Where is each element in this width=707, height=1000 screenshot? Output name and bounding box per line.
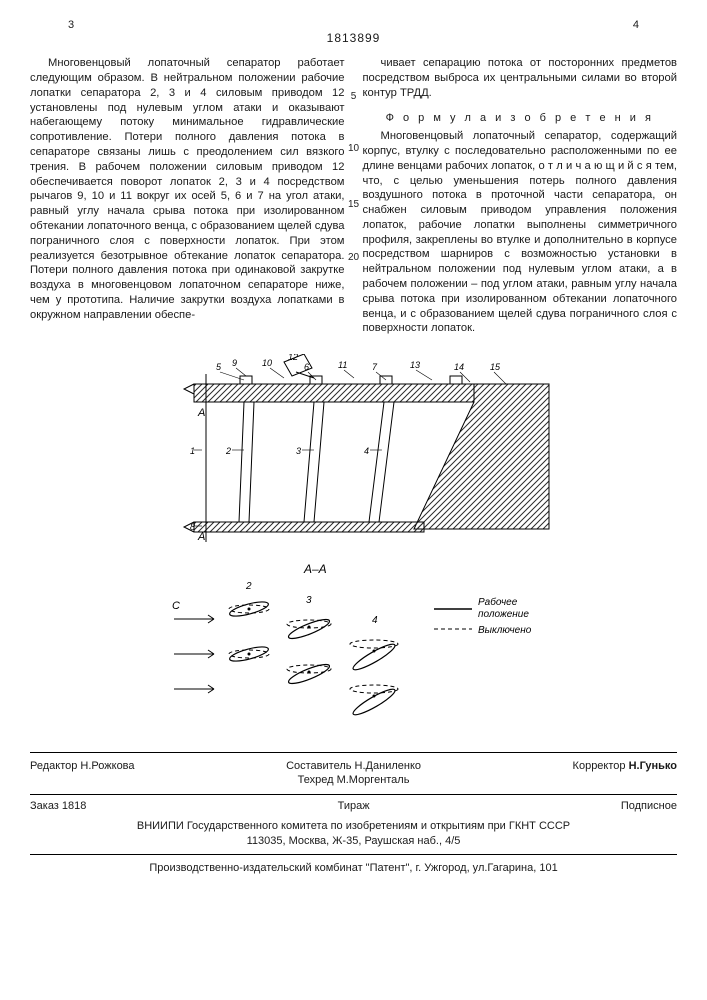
footer-text: Производственно-издательский комбинат "П… <box>149 862 557 874</box>
footer: Производственно-издательский комбинат "П… <box>30 855 677 876</box>
page-number-right: 4 <box>633 18 639 33</box>
compiler-name: Н.Даниленко <box>355 760 421 772</box>
patent-page: 3 4 1813899 5 10 15 20 Многовенцовый лоп… <box>0 0 707 1000</box>
editor-name: Н.Рожкова <box>80 760 134 772</box>
figure-1: A A 5 9 10 12 6 11 7 13 14 15 1 2 3 <box>154 354 554 549</box>
svg-text:С: С <box>172 600 180 612</box>
corrector-label: Корректор <box>573 760 626 772</box>
tirazh-label: Тираж <box>338 799 370 814</box>
section-title: А–А <box>303 562 327 576</box>
svg-text:13: 13 <box>410 360 420 370</box>
credits-block: Редактор Н.Рожкова Составитель Н.Данилен… <box>30 752 677 795</box>
section-A-bottom: A <box>197 531 205 543</box>
left-column: Многовенцовый лопаточный сепаратор работ… <box>30 56 345 336</box>
svg-text:3: 3 <box>296 446 301 456</box>
section-A-left: A <box>197 407 205 419</box>
svg-text:10: 10 <box>262 358 272 368</box>
svg-text:1: 1 <box>190 446 195 456</box>
figure-2: А–А С <box>154 559 554 734</box>
tech-name: М.Моргенталь <box>337 774 410 786</box>
svg-text:3: 3 <box>306 595 312 606</box>
svg-text:9: 9 <box>232 358 237 368</box>
svg-text:7: 7 <box>372 362 378 372</box>
svg-text:2: 2 <box>245 581 252 592</box>
right-paragraph-2: Многовенцовый лопаточный сепаратор, соде… <box>363 129 678 336</box>
editor-label: Редактор <box>30 760 77 772</box>
credits-middle: Составитель Н.Даниленко Техред М.Моргент… <box>286 759 421 788</box>
legend-solid-2: положение <box>478 609 529 620</box>
corrector: Корректор Н.Гунько <box>573 759 677 788</box>
line-marker-20: 20 <box>348 251 359 264</box>
legend-solid-1: Рабочее <box>478 596 518 608</box>
document-number: 1813899 <box>30 31 677 47</box>
subscription-label: Подписное <box>621 799 677 814</box>
order-label: Заказ <box>30 800 59 812</box>
left-paragraph-1: Многовенцовый лопаточный сепаратор работ… <box>30 56 345 322</box>
svg-text:14: 14 <box>454 362 464 372</box>
org-line-2: 113035, Москва, Ж-35, Раушская наб., 4/5 <box>30 834 677 849</box>
svg-text:12: 12 <box>288 354 298 362</box>
svg-text:6: 6 <box>304 362 309 372</box>
compiler-label: Составитель <box>286 760 351 772</box>
legend-dashed: Выключено <box>478 625 532 636</box>
right-column: чивает сепарацию потока от посторонних п… <box>363 56 678 336</box>
order-row: Заказ 1818 Тираж Подписное <box>30 795 677 818</box>
svg-text:8: 8 <box>190 522 195 532</box>
formula-title: Ф о р м у л а и з о б р е т е н и я <box>363 111 678 126</box>
line-marker-15: 15 <box>348 198 359 211</box>
tech-label: Техред <box>298 774 334 786</box>
svg-text:11: 11 <box>338 360 347 370</box>
organization-block: ВНИИПИ Государственного комитета по изоб… <box>30 817 677 855</box>
svg-text:5: 5 <box>216 362 222 372</box>
svg-text:4: 4 <box>364 446 369 456</box>
line-marker-10: 10 <box>348 142 359 155</box>
page-number-left: 3 <box>68 18 74 33</box>
svg-text:15: 15 <box>490 362 501 372</box>
order-number: 1818 <box>62 800 86 812</box>
svg-text:2: 2 <box>225 446 231 456</box>
corrector-name: Н.Гунько <box>629 760 677 772</box>
line-marker-5: 5 <box>351 90 357 103</box>
text-columns: 5 10 15 20 Многовенцовый лопаточный сепа… <box>30 56 677 336</box>
figures-block: A A 5 9 10 12 6 11 7 13 14 15 1 2 3 <box>30 354 677 734</box>
org-line-1: ВНИИПИ Государственного комитета по изоб… <box>30 819 677 834</box>
editor: Редактор Н.Рожкова <box>30 759 135 788</box>
right-paragraph-1: чивает сепарацию потока от посторонних п… <box>363 56 678 100</box>
svg-text:4: 4 <box>372 615 378 626</box>
